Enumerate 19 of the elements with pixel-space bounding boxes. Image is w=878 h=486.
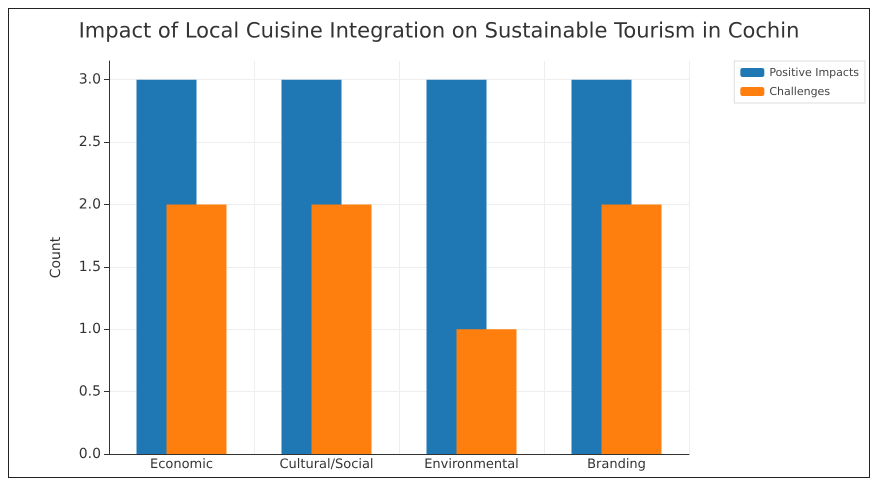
- y-tick-label: 2.0: [78, 196, 101, 212]
- y-tick-label: 0.5: [78, 384, 101, 400]
- bar: [312, 204, 372, 454]
- y-tick-label: 0.0: [78, 446, 101, 462]
- bar: [602, 204, 662, 454]
- chart-title: Impact of Local Cuisine Integration on Sustainable Tourism in Cochin: [78, 18, 800, 42]
- y-tick-label: 2.5: [78, 134, 101, 150]
- x-tick-label: Branding: [587, 457, 646, 472]
- y-tick-label: 3.0: [78, 72, 101, 88]
- y-tick-label: 1.5: [78, 258, 101, 275]
- x-tick-label: Economic: [150, 457, 213, 472]
- x-tick-label: Environmental: [424, 457, 519, 472]
- legend-label: Challenges: [769, 85, 830, 98]
- y-axis-title: Count: [48, 236, 64, 278]
- bar: [166, 204, 226, 454]
- y-tick-label: 1.0: [78, 321, 101, 338]
- legend-label: Positive Impacts: [769, 66, 860, 79]
- bar: [456, 329, 516, 454]
- x-tick-label: Cultural/Social: [279, 457, 374, 472]
